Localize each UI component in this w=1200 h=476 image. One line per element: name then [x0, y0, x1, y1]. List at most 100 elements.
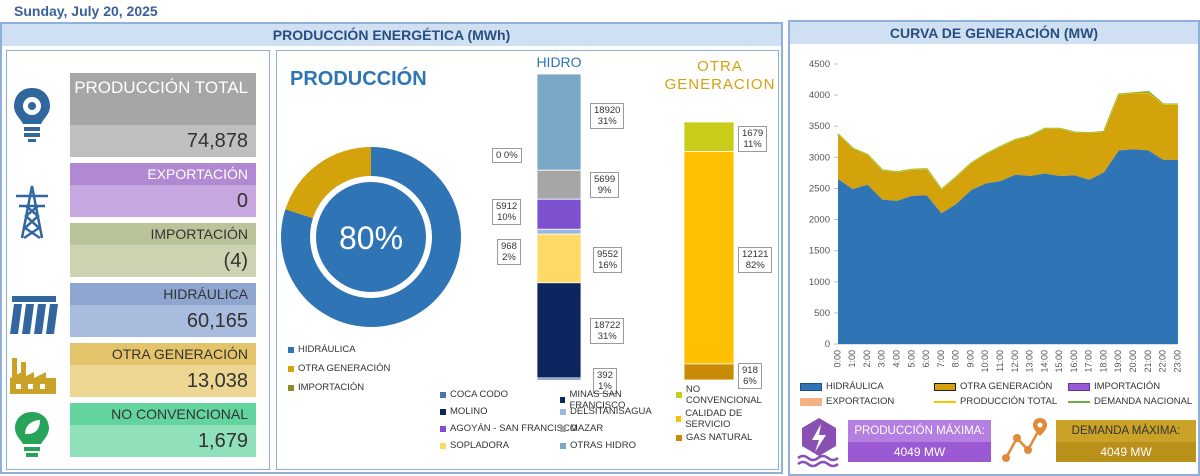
x-tick-label: 17:00: [1084, 350, 1094, 373]
production-chart-frame: [276, 50, 779, 470]
callout-percent: 31%: [597, 116, 617, 127]
hidro-callout-minas-san-francisco: 18722 31%: [590, 318, 625, 344]
legend-swatch: [800, 397, 822, 406]
legend-swatch: [934, 382, 956, 391]
legend-item-importacion-curve: IMPORTACIÓN: [1068, 381, 1160, 392]
legend-item-delsitanisagua: DELSITANISAGUA: [560, 406, 652, 417]
x-tick-label: 22:00: [1158, 350, 1168, 373]
x-tick-label: 12:00: [1010, 350, 1020, 373]
stat-max-demand: DEMANDA MÁXIMA: 4049 MW: [1056, 420, 1196, 462]
production-chart-title: PRODUCCIÓN: [290, 68, 427, 90]
legend-swatch: [288, 346, 294, 353]
legend-label: DELSITANISAGUA: [570, 406, 652, 417]
eco-bulb-icon: [12, 410, 52, 460]
kpi-importacion-label: IMPORTACIÓN: [70, 223, 256, 245]
transmission-tower-icon: [14, 184, 50, 240]
otra-title-line1: OTRA: [697, 58, 743, 75]
stat-max-production-label: PRODUCCIÓN MÁXIMA:: [848, 420, 991, 442]
legend-label: OTRA GENERACIÓN: [960, 381, 1053, 392]
generation-curve-title: CURVA DE GENERACIÓN (MW): [790, 22, 1198, 44]
callout-value: 918: [742, 365, 758, 376]
callout-percent: 6%: [743, 376, 757, 387]
hidro-callout-otras-hidro: 18920 31%: [590, 103, 625, 129]
callout-percent: 2%: [502, 252, 516, 263]
legend-item-agoyan: AGOYÁN - SAN FRANCISCO: [440, 423, 577, 434]
kpi-hidraulica-label: HIDRÁULICA: [70, 283, 256, 305]
x-tick-label: 11:00: [995, 350, 1005, 372]
x-tick-label: 6:00: [921, 350, 931, 368]
otra-title: OTRA GENERACION: [660, 58, 780, 94]
legend-item-otra-generacion: OTRA GENERACIÓN: [288, 359, 390, 378]
legend-item-demanda-nacional-curve: DEMANDA NACIONAL: [1068, 396, 1192, 407]
legend-label: DEMANDA NACIONAL: [1094, 396, 1193, 407]
callout-percent: 11%: [743, 139, 762, 150]
report-date: Sunday, July 20, 2025: [14, 3, 158, 19]
legend-swatch: [1068, 400, 1090, 403]
area-hidraulica: [838, 149, 1178, 344]
legend-swatch: [676, 434, 682, 441]
hidro-callout-molino: 9552 16%: [593, 247, 623, 273]
bar-segment-2: [683, 363, 735, 381]
callout-percent: 82%: [745, 260, 765, 271]
kpi-exportacion-value: 0: [70, 185, 256, 217]
bar-segment-7: [536, 377, 582, 381]
stat-max-demand-value: 4049 MW: [1056, 442, 1196, 462]
legend-swatch: [560, 425, 566, 432]
energy-production-panel: PRODUCCIÓN ENERGÉTICA (MWh): [0, 22, 783, 474]
legend-label: HIDRÁULICA: [826, 381, 884, 392]
bar-segment-1: [683, 151, 735, 365]
x-tick-label: 23:00: [1172, 350, 1182, 373]
legend-item-gas-natural: GAS NATURAL: [676, 432, 752, 443]
hidro-callout-mazar: 5699 9%: [590, 172, 620, 198]
bar-segment-0: [536, 74, 582, 171]
y-tick-label: 4500: [809, 59, 830, 70]
legend-swatch: [440, 408, 446, 415]
x-tick-label: 18:00: [1098, 350, 1108, 373]
legend-label: PRODUCCIÓN TOTAL: [960, 396, 1058, 407]
legend-item-mazar: MAZAR: [560, 423, 603, 434]
otra-callout-gas-natural: 918 6%: [738, 363, 762, 389]
legend-label: AGOYÁN - SAN FRANCISCO: [450, 423, 578, 434]
bar-segment-6: [536, 282, 582, 379]
kpi-importacion-value: (4): [70, 245, 256, 277]
stat-max-production-value: 4049 MW: [848, 442, 991, 462]
legend-swatch: [440, 425, 446, 432]
legend-item-no-convencional: NO CONVENCIONAL: [676, 384, 776, 406]
x-tick-label: 9:00: [965, 350, 975, 368]
legend-label: MINAS SAN FRANCISCO: [569, 389, 626, 411]
area-otra-generacion: [838, 93, 1178, 214]
legend-label: OTRA GENERACIÓN: [298, 363, 391, 374]
legend-swatch: [560, 397, 566, 403]
legend-item-otra-curve: OTRA GENERACIÓN: [934, 381, 1052, 392]
legend-item-importacion: IMPORTACIÓN: [288, 378, 390, 397]
x-tick-label: 8:00: [951, 350, 961, 368]
lightning-water-icon: [794, 414, 844, 468]
bar-segment-5: [536, 233, 582, 284]
donut-center-label: 80%: [339, 220, 403, 256]
y-tick-label: 3500: [809, 121, 830, 132]
kpi-otra-generacion-label: OTRA GENERACIÓN: [70, 343, 256, 365]
hidro-callout-agoyan: 5912 10%: [492, 199, 522, 225]
legend-label: IMPORTACIÓN: [298, 382, 365, 393]
bar-segment-4: [536, 228, 582, 235]
legend-item-sopladora: SOPLADORA: [440, 440, 509, 451]
legend-swatch: [934, 400, 956, 403]
legend-item-exportacion-curve: EXPORTACION: [800, 396, 894, 407]
kpi-otra-generacion-value: 13,038: [70, 365, 256, 397]
callout-value: 5699: [594, 174, 616, 185]
y-tick-label: 0: [825, 339, 830, 350]
stat-max-production: PRODUCCIÓN MÁXIMA: 4049 MW: [848, 420, 991, 462]
callout-value: 392: [597, 370, 613, 381]
callout-value: 12121: [742, 249, 769, 260]
kpi-production-total: PRODUCCIÓN TOTAL 74,878: [70, 73, 256, 157]
stat-max-demand-label: DEMANDA MÁXIMA:: [1056, 420, 1196, 442]
x-tick-label: 21:00: [1143, 350, 1153, 373]
bar-segment-2: [536, 169, 582, 200]
otra-callout-calidad-servicio: 12121 82%: [738, 247, 773, 273]
legend-item-otras-hidro: OTRAS HIDRO: [560, 440, 636, 451]
hidro-callout-delsitanisagua: 968 2%: [497, 239, 521, 265]
legend-swatch: [676, 416, 682, 422]
callout-percent: 9%: [597, 185, 612, 196]
generation-area-chart: 0 500 1000 1500 2000 2500 3000 3500 4000 4500 0:00…: [809, 59, 1183, 373]
otra-callout-no-convencional: 1679 11%: [738, 126, 768, 152]
